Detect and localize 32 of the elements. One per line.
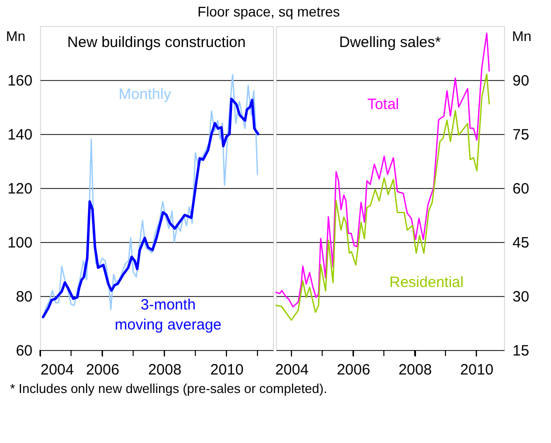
y2-axis-title: Mn — [512, 28, 532, 44]
text: Monthly — [118, 86, 172, 104]
y-tick-label: 60 — [16, 342, 32, 360]
text: Total — [367, 96, 400, 113]
text: Floor space, sq metres — [198, 4, 340, 20]
line-series — [275, 32, 490, 308]
x-tick-label: 2010 — [210, 362, 244, 378]
line-series — [275, 74, 490, 321]
y2-tick-label: 30 — [512, 288, 530, 306]
x-tick-label: 2008 — [148, 362, 182, 378]
text: New buildings construction — [67, 34, 246, 51]
y-tick-label: 100 — [7, 234, 32, 252]
x-tick-label: 2006 — [336, 362, 370, 378]
x-tick-label: 2004 — [275, 362, 309, 378]
series-label: Residential — [389, 274, 464, 291]
x-tick-label: 2008 — [398, 362, 432, 378]
series-label: 3-month moving average — [114, 296, 222, 334]
y-tick-label: 80 — [16, 288, 32, 306]
y2-tick-label: 90 — [512, 72, 530, 90]
y2-tick-label: 75 — [512, 126, 530, 144]
y2-tick-label: 60 — [512, 180, 530, 198]
y2-tick-label: 45 — [512, 234, 530, 252]
y-axis-title: Mn — [6, 28, 26, 44]
y2-tick-label: 15 — [512, 342, 530, 360]
text: * Includes only new dwellings (pre-sales or completed). — [10, 381, 328, 396]
y-tick-label: 140 — [7, 126, 32, 144]
x-tick-label: 2006 — [86, 362, 120, 378]
y-tick-label: 120 — [7, 180, 32, 198]
x-tick-label: 2010 — [460, 362, 494, 378]
x-tick-label: 2004 — [40, 362, 74, 378]
y-tick-label: 160 — [7, 72, 32, 90]
text: Dwelling sales* — [339, 34, 442, 51]
